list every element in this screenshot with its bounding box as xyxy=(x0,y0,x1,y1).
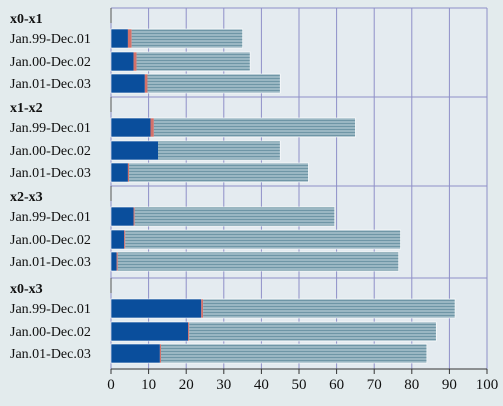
bar-segment-series3 xyxy=(136,52,251,71)
group-label: x2-x3 xyxy=(10,190,43,205)
bar-segment-series1 xyxy=(111,299,202,318)
group-label: x0-x3 xyxy=(10,282,43,297)
x-tick-label: 40 xyxy=(254,377,269,393)
bar-segment-series1 xyxy=(111,207,134,226)
bar-segment-series1 xyxy=(111,74,145,93)
bar-segment-series3 xyxy=(153,118,356,137)
bar-segment-series1 xyxy=(111,163,128,182)
bar-segment-series3 xyxy=(161,344,427,363)
x-tick-label: 50 xyxy=(292,377,307,393)
x-tick-label: 100 xyxy=(476,377,499,393)
x-tick-label: 10 xyxy=(141,377,156,393)
category-label: Jan.00-Dec.02 xyxy=(10,233,91,248)
labels: x0-x1 Jan.99-Dec.01 Jan.00-Dec.02 Jan.01-De… xyxy=(10,12,91,362)
bar-segment-series3 xyxy=(134,207,335,226)
bar-segment-series1 xyxy=(111,141,158,160)
category-label: Jan.99-Dec.01 xyxy=(10,32,91,47)
bar-segment-series3 xyxy=(147,74,281,93)
bar-segment-series2 xyxy=(133,52,137,71)
bar-segment-series2 xyxy=(116,252,118,271)
category-label: Jan.99-Dec.01 xyxy=(10,210,91,225)
bar-segment-series3 xyxy=(189,322,437,341)
bar-segment-series2 xyxy=(159,344,162,363)
bar-segment-series1 xyxy=(111,252,117,271)
category-label: Jan.01-Dec.03 xyxy=(10,166,91,181)
x-tick-label: 20 xyxy=(179,377,194,393)
bar-segment-series2 xyxy=(124,230,126,249)
bar-outline xyxy=(110,162,309,183)
bar-segment-series1 xyxy=(111,230,125,249)
bar-segment-series1 xyxy=(111,29,128,48)
bar-segment-series3 xyxy=(125,230,401,249)
bar-segment-series2 xyxy=(188,322,190,341)
bar-outline xyxy=(110,140,281,161)
bar-segment-series2 xyxy=(201,299,204,318)
bar-segment-series3 xyxy=(117,252,399,271)
bar-segment-series2 xyxy=(133,207,135,226)
category-label: Jan.01-Dec.03 xyxy=(10,77,91,92)
x-tick-label: 0 xyxy=(107,377,115,393)
bar-outline xyxy=(110,117,356,138)
bar-segment-series1 xyxy=(111,322,189,341)
bar-segment-series2 xyxy=(127,29,132,48)
group-label: x1-x2 xyxy=(10,101,43,116)
bar-segment-series1 xyxy=(111,52,134,71)
bar-segment-series3 xyxy=(203,299,456,318)
bar-outline xyxy=(110,229,401,250)
bar-segment-series2 xyxy=(144,74,148,93)
bar-segment-series1 xyxy=(111,118,151,137)
bar-segment-series1 xyxy=(111,344,160,363)
category-label: Jan.00-Dec.02 xyxy=(10,144,91,159)
category-label: Jan.00-Dec.02 xyxy=(10,55,91,70)
x-axis: 0 10 20 30 40 50 60 70 80 90 100 xyxy=(107,368,499,393)
category-label: Jan.01-Dec.03 xyxy=(10,255,91,270)
bar-outline xyxy=(110,298,456,319)
bar-segment-series2 xyxy=(150,118,154,137)
x-tick-label: 80 xyxy=(404,377,419,393)
group-label: x0-x1 xyxy=(10,12,43,27)
bar-segment-series2 xyxy=(127,163,130,182)
bars xyxy=(110,8,456,364)
bar-outline xyxy=(110,73,281,94)
bar-segment-series3 xyxy=(131,29,243,48)
bar-segment-series3 xyxy=(158,141,281,160)
bar-outline xyxy=(110,343,428,364)
bar-outline xyxy=(110,206,336,227)
category-label: Jan.00-Dec.02 xyxy=(10,325,91,340)
category-label: Jan.01-Dec.03 xyxy=(10,347,91,362)
bar-outline xyxy=(110,321,437,342)
x-tick-label: 30 xyxy=(216,377,231,393)
category-label: Jan.99-Dec.01 xyxy=(10,121,91,136)
bar-outline xyxy=(110,28,243,49)
x-tick-label: 90 xyxy=(442,377,457,393)
category-label: Jan.99-Dec.01 xyxy=(10,302,91,317)
bar-outline xyxy=(110,251,399,272)
bar-segment-series3 xyxy=(129,163,309,182)
x-tick-label: 70 xyxy=(367,377,382,393)
bar-outline xyxy=(110,51,251,72)
x-tick-label: 60 xyxy=(329,377,344,393)
